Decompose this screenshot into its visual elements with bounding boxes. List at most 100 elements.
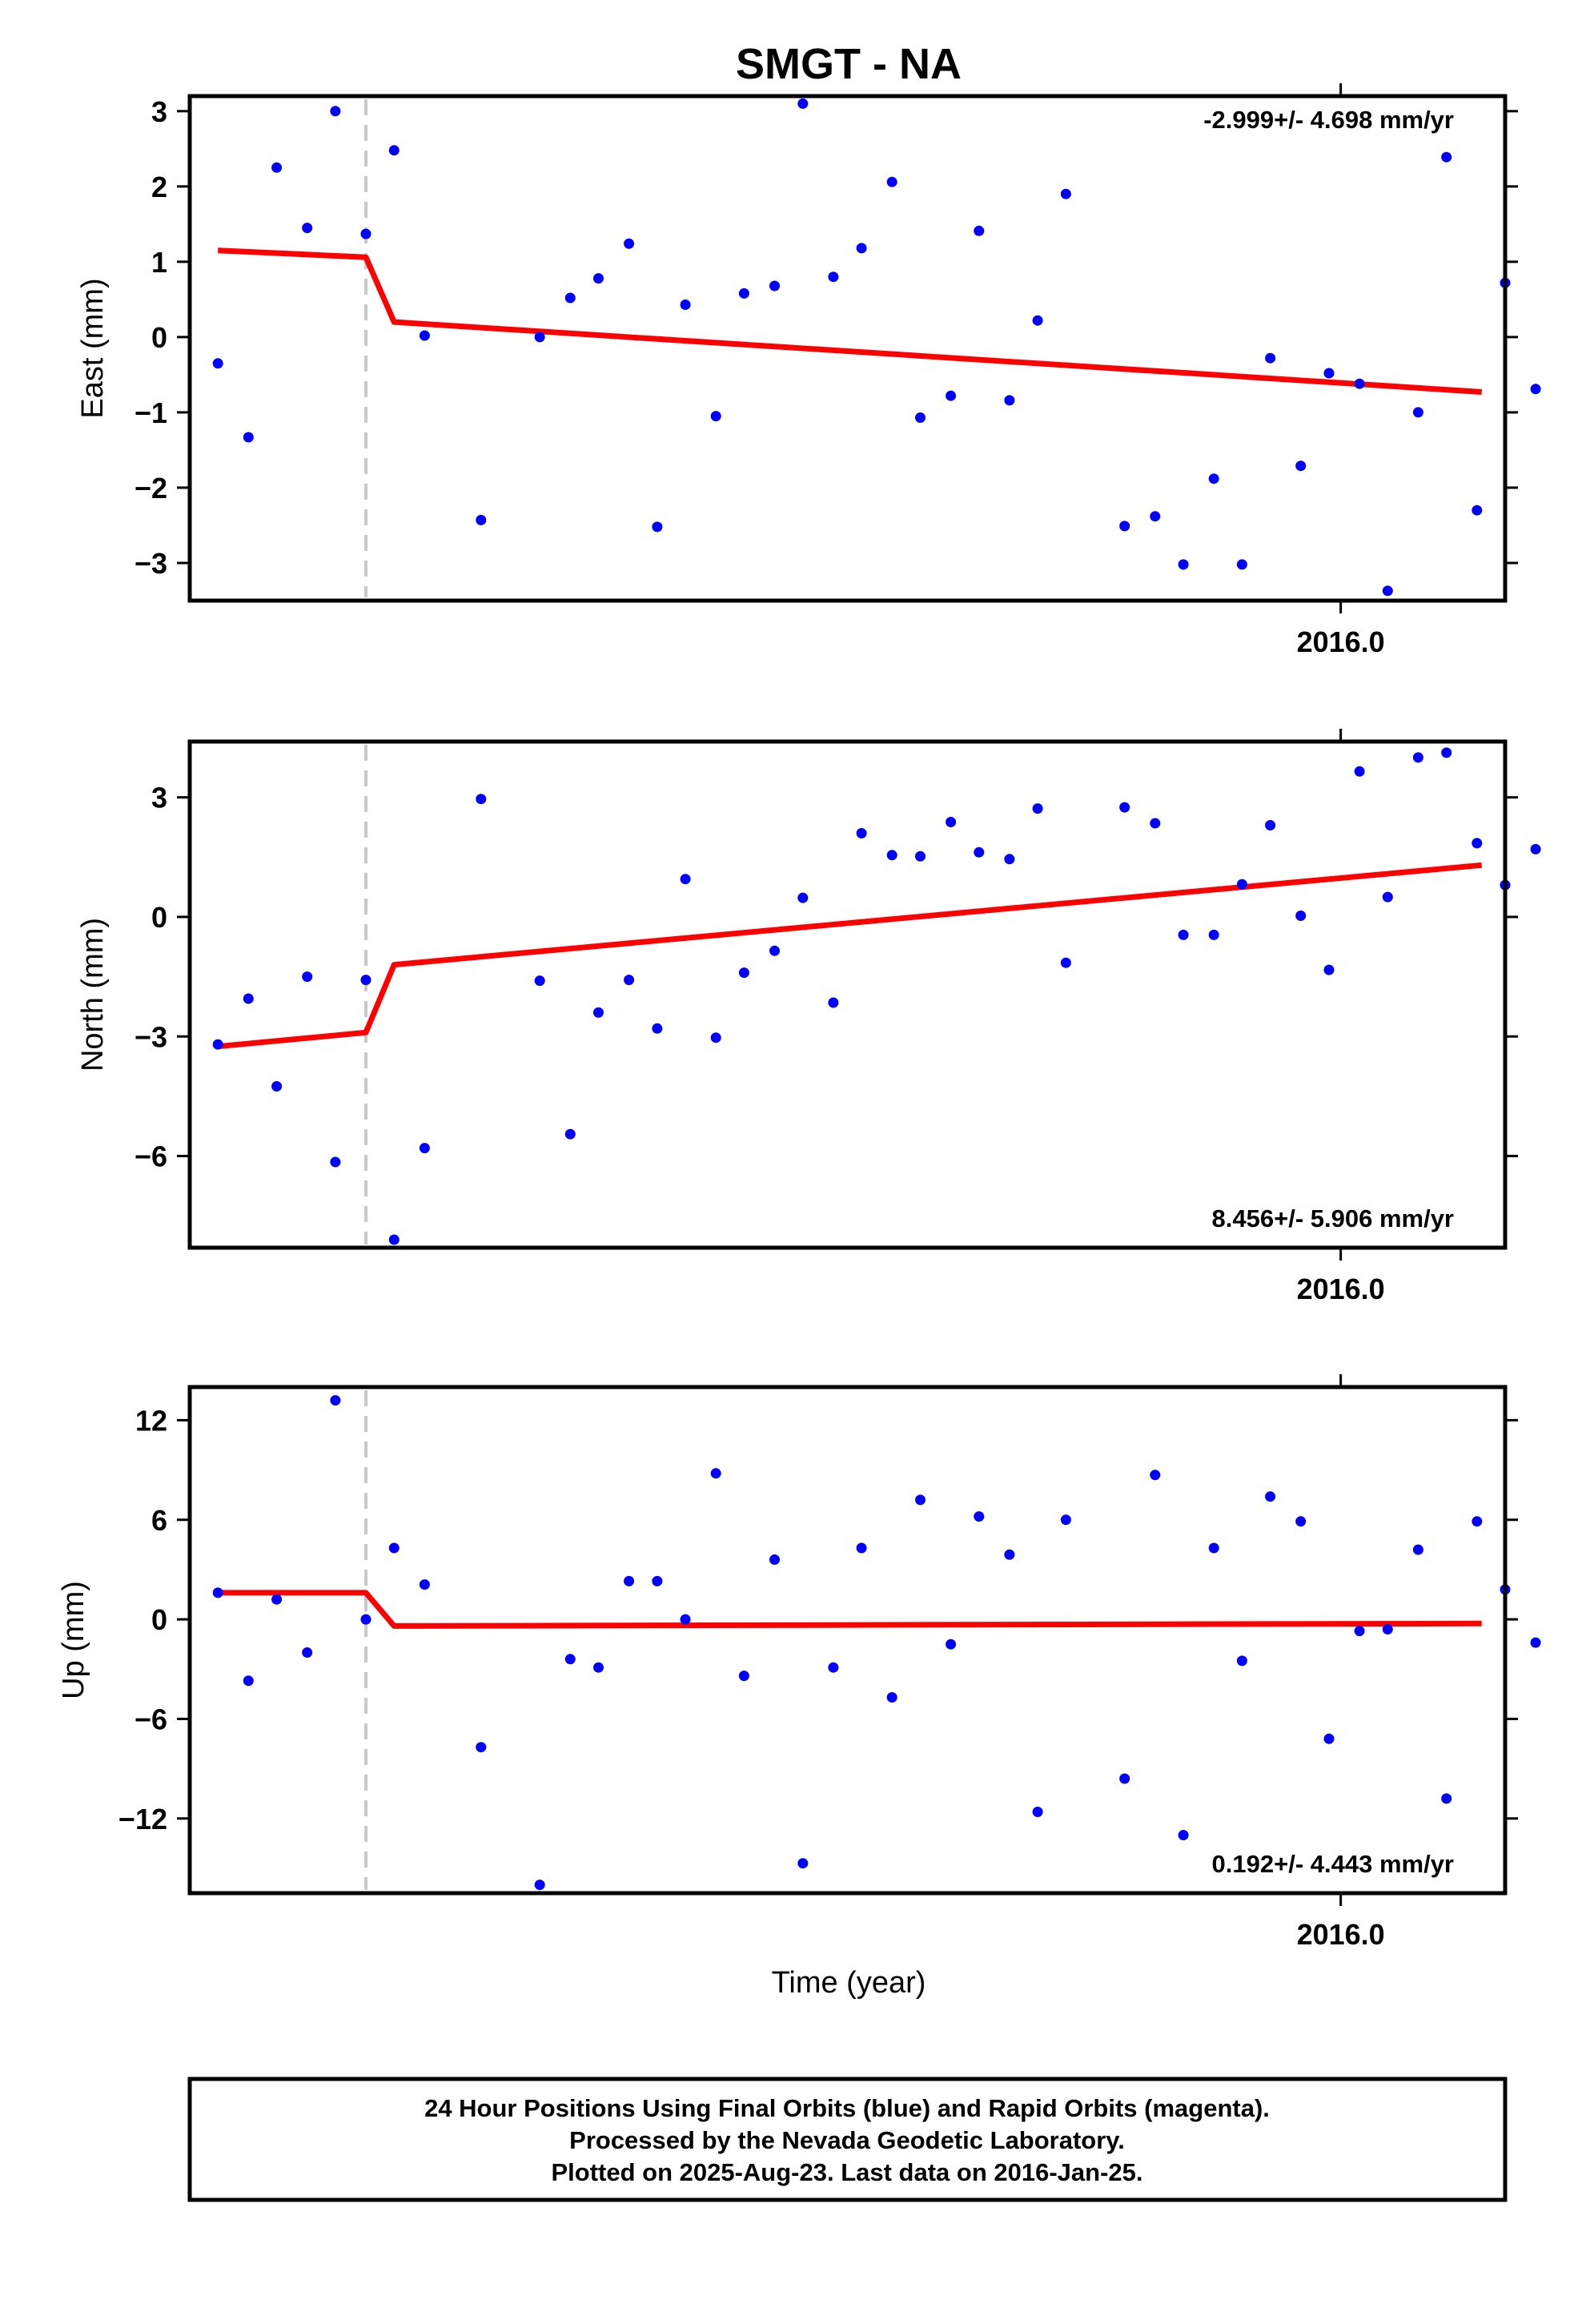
up-data-point — [1208, 1542, 1219, 1554]
east-ytick-label: 1 — [151, 246, 167, 279]
up-data-point — [302, 1647, 313, 1658]
north-data-point — [1004, 854, 1015, 865]
panels-group: 3 2 1 0 −1 −2 −3 2016.0 East (mm) -2.999+/- 4.698… — [57, 83, 1541, 1951]
up-data-point — [1150, 1470, 1161, 1481]
up-data-point — [738, 1671, 749, 1682]
up-data-point — [1382, 1624, 1393, 1634]
up-ytick-label: 0 — [151, 1603, 167, 1636]
east-xtick-label: 2016.0 — [1297, 625, 1385, 658]
up-data-point — [710, 1468, 721, 1479]
north-data-point — [1150, 818, 1161, 829]
up-data-point — [593, 1662, 604, 1673]
east-plot-frame — [187, 94, 1508, 603]
north-data-point — [710, 1032, 721, 1043]
north-data-point — [974, 846, 985, 858]
north-data-point — [915, 850, 926, 862]
east-data-point — [680, 300, 691, 310]
footer-frame — [187, 2077, 1508, 2202]
north-data-point — [1441, 747, 1452, 758]
east-data-point — [1150, 511, 1161, 522]
east-data-point — [1004, 395, 1015, 406]
north-ytick-label: −6 — [135, 1140, 167, 1173]
up-data-point — [1530, 1637, 1541, 1648]
east-data-point — [856, 243, 867, 254]
east-data-point — [1119, 521, 1130, 532]
east-data-point — [330, 106, 341, 117]
up-data-point — [797, 1858, 809, 1869]
north-data-point — [856, 828, 867, 838]
east-data-point — [1412, 407, 1423, 418]
up-panel: 12 6 0 −6 −12 2016.0 Up (mm) 0.192+/- 4.443 mm/… — [57, 1374, 1541, 1951]
north-data-point — [1530, 843, 1541, 854]
up-data-point — [856, 1542, 867, 1554]
up-data-point — [1178, 1830, 1189, 1840]
east-data-point — [302, 223, 313, 234]
east-ytick-label: 0 — [151, 321, 167, 354]
east-data-point — [1441, 151, 1452, 163]
east-data-point — [886, 176, 897, 187]
up-data-point — [1472, 1516, 1483, 1527]
east-data-point — [388, 145, 400, 156]
up-data-point — [271, 1594, 283, 1605]
up-data-point — [419, 1579, 430, 1590]
up-data-point — [915, 1494, 926, 1506]
east-y-axis-label: East (mm) — [76, 278, 110, 418]
up-plot-frame — [187, 1385, 1508, 1896]
up-y-axis-label: Up (mm) — [57, 1581, 90, 1699]
footer-line-1: 24 Hour Positions Using Final Orbits (bl… — [424, 2094, 1270, 2122]
east-ytick-label: −1 — [135, 396, 167, 429]
north-fit-line — [217, 862, 1483, 1050]
footer-line-3: Plotted on 2025-Aug-23. Last data on 201… — [551, 2158, 1142, 2186]
north-data-point — [624, 975, 635, 986]
north-data-point — [1382, 891, 1393, 903]
up-data-point — [1354, 1626, 1365, 1637]
up-data-point — [1323, 1733, 1335, 1744]
north-data-point — [738, 967, 749, 979]
x-axis-label: Time (year) — [772, 1966, 926, 2000]
up-xtick-label: 2016.0 — [1297, 1918, 1385, 1951]
east-data-point — [769, 280, 780, 292]
east-data-point — [797, 98, 809, 109]
east-data-point — [1208, 473, 1219, 485]
north-data-point — [1323, 964, 1335, 975]
east-data-point — [419, 330, 430, 341]
north-data-point — [419, 1143, 430, 1154]
east-data-point — [1354, 378, 1365, 389]
east-data-point — [1236, 559, 1247, 570]
up-ytick-label: −12 — [118, 1803, 167, 1835]
north-data-point — [593, 1007, 604, 1018]
up-data-point — [330, 1395, 341, 1406]
east-data-point — [1382, 585, 1393, 597]
up-data-point — [1236, 1655, 1247, 1667]
east-data-point — [593, 273, 604, 284]
up-data-point — [680, 1614, 691, 1625]
east-data-point — [476, 514, 487, 525]
up-data-point — [243, 1675, 254, 1687]
up-data-point — [886, 1692, 897, 1703]
up-data-point — [1060, 1514, 1071, 1526]
east-data-point — [360, 228, 371, 239]
north-data-point — [564, 1128, 576, 1140]
up-data-point — [974, 1511, 985, 1522]
north-rate-label: 8.456+/- 5.906 mm/yr — [1212, 1204, 1454, 1232]
north-y-axis-label: North (mm) — [76, 918, 110, 1072]
north-data-point — [330, 1156, 341, 1168]
east-data-point — [271, 162, 283, 173]
east-data-point — [974, 225, 985, 236]
east-data-point — [534, 332, 545, 343]
north-data-point — [212, 1039, 223, 1050]
north-plot-frame — [187, 739, 1508, 1250]
up-data-point — [564, 1654, 576, 1665]
north-data-point — [1295, 911, 1307, 921]
north-data-point — [1032, 803, 1043, 814]
north-data-point — [1412, 752, 1423, 763]
north-data-point — [243, 993, 254, 1004]
east-data-point — [710, 411, 721, 422]
north-data-point — [946, 817, 957, 827]
north-data-point — [1208, 929, 1219, 940]
up-data-point — [828, 1662, 839, 1673]
east-panel: 3 2 1 0 −1 −2 −3 2016.0 East (mm) -2.999+/- 4.698… — [76, 83, 1541, 658]
east-ytick-label: 2 — [151, 171, 167, 203]
north-data-point — [1060, 957, 1071, 968]
